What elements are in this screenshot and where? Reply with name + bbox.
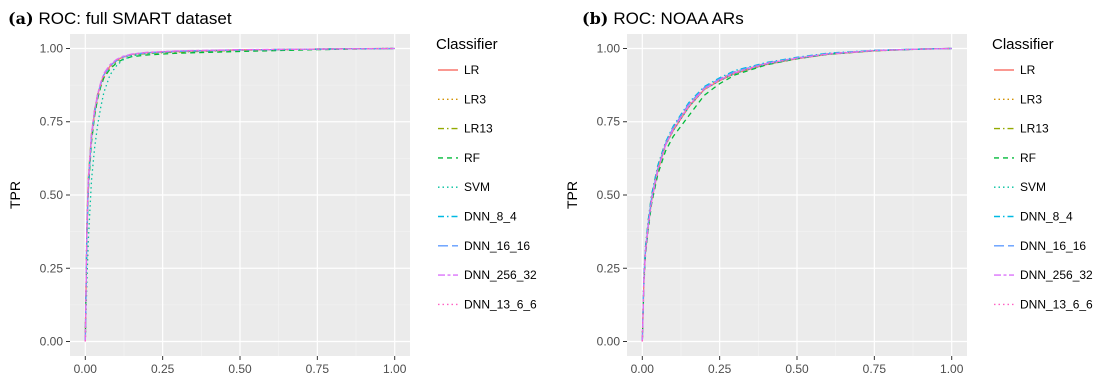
legend-label: LR3 (1020, 92, 1042, 106)
panel-tag: (b) (582, 9, 608, 28)
legend: Classifier LR LR3 LR13 RF SVM DNN_8_4 DNN_16_16… (436, 36, 537, 311)
x-tick-label: 0.00 (74, 362, 98, 376)
x-tick-label: 0.25 (151, 362, 175, 376)
legend-label: DNN_256_32 (1020, 268, 1093, 282)
chart-panel-1: (a) ROC: full SMART dataset 0.00 0.25 0.50 0.… (7, 9, 537, 376)
x-tick-label: 0.75 (306, 362, 330, 376)
legend-label: DNN_8_4 (464, 210, 517, 224)
legend-label: SVM (464, 180, 490, 194)
x-tick-label: 1.00 (383, 362, 407, 376)
x-tick-label: 0.50 (785, 362, 809, 376)
legend-label: LR13 (1020, 122, 1049, 136)
series-line-dnn-8-4 (641, 47, 952, 342)
y-tick-label: 0.25 (40, 261, 64, 275)
y-tick-label: 0.75 (40, 115, 64, 129)
y-tick-label: 0.25 (597, 261, 621, 275)
legend-label: DNN_256_32 (464, 268, 537, 282)
x-tick-label: 0.25 (708, 362, 732, 376)
legend-label: LR13 (464, 122, 493, 136)
y-tick-label: 0.00 (40, 335, 64, 349)
y-tick-label: 1.00 (597, 41, 621, 55)
legend-label: DNN_8_4 (1020, 210, 1073, 224)
legend-label: RF (1020, 151, 1036, 165)
series-line-rf (641, 47, 952, 342)
x-tick-label: 0.75 (863, 362, 887, 376)
chart-title: (b) ROC: NOAA ARs (582, 9, 744, 28)
y-tick-label: 0.75 (597, 115, 621, 129)
panel-title: ROC: NOAA ARs (613, 9, 743, 28)
x-tick-label: 0.50 (228, 362, 252, 376)
legend-label: LR (464, 63, 480, 77)
series-line-dnn-256-32 (84, 47, 395, 342)
legend: Classifier LR LR3 LR13 RF SVM DNN_8_4 DNN_16_16… (992, 36, 1093, 311)
legend-label: DNN_16_16 (464, 239, 530, 253)
legend-label: DNN_16_16 (1020, 239, 1086, 253)
y-axis-label: TPR (7, 181, 23, 209)
y-tick-label: 1.00 (40, 41, 64, 55)
y-tick-label: 0.50 (40, 188, 64, 202)
legend-title: Classifier (436, 36, 498, 53)
legend-label: LR (1020, 63, 1036, 77)
panel-tag: (a) (8, 9, 34, 28)
x-tick-label: 1.00 (940, 362, 964, 376)
panel-title: ROC: full SMART dataset (39, 9, 232, 28)
y-axis-label: TPR (564, 181, 580, 209)
legend-title: Classifier (992, 36, 1054, 53)
x-tick-label: 0.00 (631, 362, 655, 376)
legend-label: DNN_13_6_6 (1020, 297, 1093, 311)
y-tick-label: 0.50 (597, 188, 621, 202)
legend-label: SVM (1020, 180, 1046, 194)
legend-label: RF (464, 151, 480, 165)
chart-panel-2: (b) ROC: NOAA ARs 0.00 0.25 0.50 0.75 1.00 0.00… (564, 9, 1093, 376)
legend-label: DNN_13_6_6 (464, 297, 537, 311)
y-tick-label: 0.00 (597, 335, 621, 349)
chart-title: (a) ROC: full SMART dataset (8, 9, 232, 28)
legend-label: LR3 (464, 92, 486, 106)
